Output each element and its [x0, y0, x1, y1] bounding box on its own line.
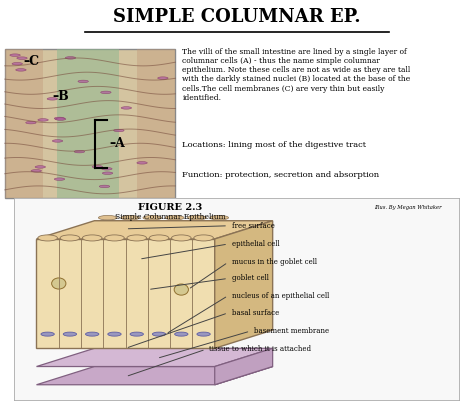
- Text: –B: –B: [52, 90, 69, 103]
- Ellipse shape: [100, 91, 111, 94]
- Bar: [137, 49, 175, 198]
- Text: –A: –A: [109, 137, 125, 150]
- Text: SIMPLE COLUMNAR EP.: SIMPLE COLUMNAR EP.: [113, 8, 361, 26]
- Text: mucus in the goblet cell: mucus in the goblet cell: [232, 258, 317, 266]
- Text: Locations: lining most of the digestive tract: Locations: lining most of the digestive …: [182, 141, 366, 149]
- Polygon shape: [36, 221, 273, 239]
- Text: tissue to which it is attached: tissue to which it is attached: [210, 345, 311, 353]
- Polygon shape: [36, 348, 273, 367]
- Ellipse shape: [108, 332, 121, 336]
- Ellipse shape: [92, 166, 102, 168]
- Text: basal surface: basal surface: [232, 309, 279, 317]
- Ellipse shape: [47, 98, 57, 100]
- Ellipse shape: [55, 178, 65, 180]
- Ellipse shape: [12, 62, 22, 65]
- Ellipse shape: [102, 172, 113, 175]
- Ellipse shape: [41, 332, 55, 336]
- Ellipse shape: [127, 235, 146, 241]
- Text: basement membrane: basement membrane: [254, 327, 329, 335]
- Polygon shape: [215, 221, 273, 348]
- Bar: [57, 49, 118, 198]
- Ellipse shape: [137, 162, 147, 164]
- Bar: [36, 239, 215, 348]
- Polygon shape: [215, 367, 273, 385]
- Ellipse shape: [38, 119, 48, 121]
- Ellipse shape: [74, 150, 85, 153]
- Ellipse shape: [82, 235, 102, 241]
- Ellipse shape: [158, 77, 168, 79]
- Ellipse shape: [31, 170, 41, 172]
- Text: Illus. By Megan Whitaker: Illus. By Megan Whitaker: [374, 205, 442, 210]
- Ellipse shape: [63, 332, 77, 336]
- Text: Function: protection, secretion and absorption: Function: protection, secretion and abso…: [182, 171, 380, 179]
- Text: epithelial cell: epithelial cell: [232, 240, 279, 248]
- Ellipse shape: [55, 118, 66, 120]
- Bar: [5, 49, 43, 198]
- Ellipse shape: [174, 332, 188, 336]
- Ellipse shape: [105, 235, 124, 241]
- Text: Simple Columnar Epithelium: Simple Columnar Epithelium: [115, 213, 226, 221]
- Ellipse shape: [65, 57, 76, 59]
- Ellipse shape: [85, 332, 99, 336]
- Ellipse shape: [10, 54, 20, 56]
- Ellipse shape: [99, 185, 109, 188]
- Ellipse shape: [197, 332, 210, 336]
- Ellipse shape: [35, 166, 46, 168]
- Ellipse shape: [121, 107, 132, 109]
- Ellipse shape: [165, 215, 184, 220]
- Text: goblet cell: goblet cell: [232, 275, 269, 282]
- Ellipse shape: [54, 117, 64, 120]
- Ellipse shape: [52, 278, 66, 289]
- Ellipse shape: [38, 235, 57, 241]
- Ellipse shape: [188, 215, 206, 220]
- Text: The villi of the small intestine are lined by a single layer of
columnar cells (: The villi of the small intestine are lin…: [182, 48, 411, 102]
- Ellipse shape: [121, 215, 139, 220]
- Polygon shape: [215, 348, 273, 385]
- Ellipse shape: [149, 235, 169, 241]
- Ellipse shape: [78, 80, 89, 83]
- Ellipse shape: [152, 332, 166, 336]
- Text: nucleus of an epithelial cell: nucleus of an epithelial cell: [232, 292, 329, 300]
- Ellipse shape: [52, 140, 63, 142]
- Ellipse shape: [114, 129, 124, 132]
- Ellipse shape: [174, 284, 189, 295]
- Text: FIGURE 2.3: FIGURE 2.3: [138, 203, 202, 212]
- Ellipse shape: [210, 215, 228, 220]
- Ellipse shape: [130, 332, 144, 336]
- Ellipse shape: [17, 57, 27, 60]
- Ellipse shape: [172, 235, 191, 241]
- Text: –C: –C: [24, 55, 40, 68]
- Polygon shape: [36, 367, 273, 385]
- Ellipse shape: [16, 68, 26, 71]
- Ellipse shape: [143, 215, 162, 220]
- Ellipse shape: [26, 122, 36, 124]
- Ellipse shape: [101, 168, 112, 170]
- Text: free surface: free surface: [232, 222, 274, 230]
- Ellipse shape: [194, 235, 213, 241]
- Bar: [5, 49, 175, 198]
- Ellipse shape: [60, 235, 80, 241]
- Ellipse shape: [99, 215, 117, 220]
